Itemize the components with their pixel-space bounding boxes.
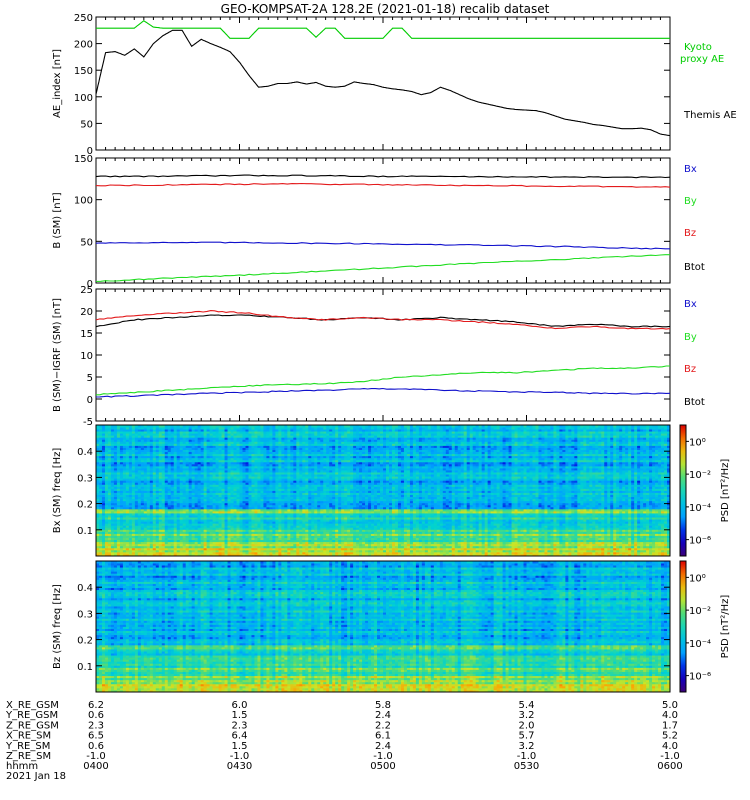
y-tick-label: 100 [74, 93, 93, 104]
series-line-bx [96, 242, 670, 249]
series-line-themis-ae [96, 30, 670, 135]
series-line-by [96, 366, 670, 395]
y-tick-label: 250 [74, 13, 93, 24]
series-line-btot [96, 175, 670, 178]
y-tick-label: 25 [80, 285, 93, 296]
y-tick-label: 50 [80, 119, 93, 130]
y-axis-label: B (SM) [nT] [52, 192, 63, 248]
y-tick-label: 10 [80, 351, 93, 362]
panel-frame [96, 17, 670, 150]
series-line-bz [96, 311, 670, 330]
y-axis-label: B (SM)−IGRF (SM) [nT] [52, 298, 63, 412]
y-axis-label: AE_index [nT] [52, 49, 63, 118]
panel-3: -5 0 5 10 15 20 25 B (SM)−IGRF (SM) [nT] [52, 285, 670, 428]
y-tick-label: 15 [80, 329, 93, 340]
series-line-kyoto-proxy-ae [96, 21, 670, 39]
panel-frame [96, 158, 670, 283]
y-tick-label: 5 [87, 373, 93, 384]
panel-4: 0.10.20.30.4Bx (SM) freq [Hz]10⁰10⁻²10⁻⁴… [52, 425, 731, 556]
y-tick-label: 150 [74, 154, 93, 165]
series-line-btot [96, 315, 670, 327]
panel-frame [96, 289, 670, 421]
series-line-bz [96, 184, 670, 188]
y-tick-label: 0 [87, 395, 93, 406]
y-tick-label: 50 [80, 237, 93, 248]
y-tick-label: 20 [80, 307, 93, 318]
figure-title: GEO-KOMPSAT-2A 128.2E (2021-01-18) recal… [221, 2, 550, 16]
y-tick-label: -5 [83, 417, 93, 428]
y-tick-label: 100 [74, 196, 93, 207]
y-tick-label: 200 [74, 40, 93, 51]
y-tick-label: 150 [74, 66, 93, 77]
spectrogram [96, 425, 670, 556]
